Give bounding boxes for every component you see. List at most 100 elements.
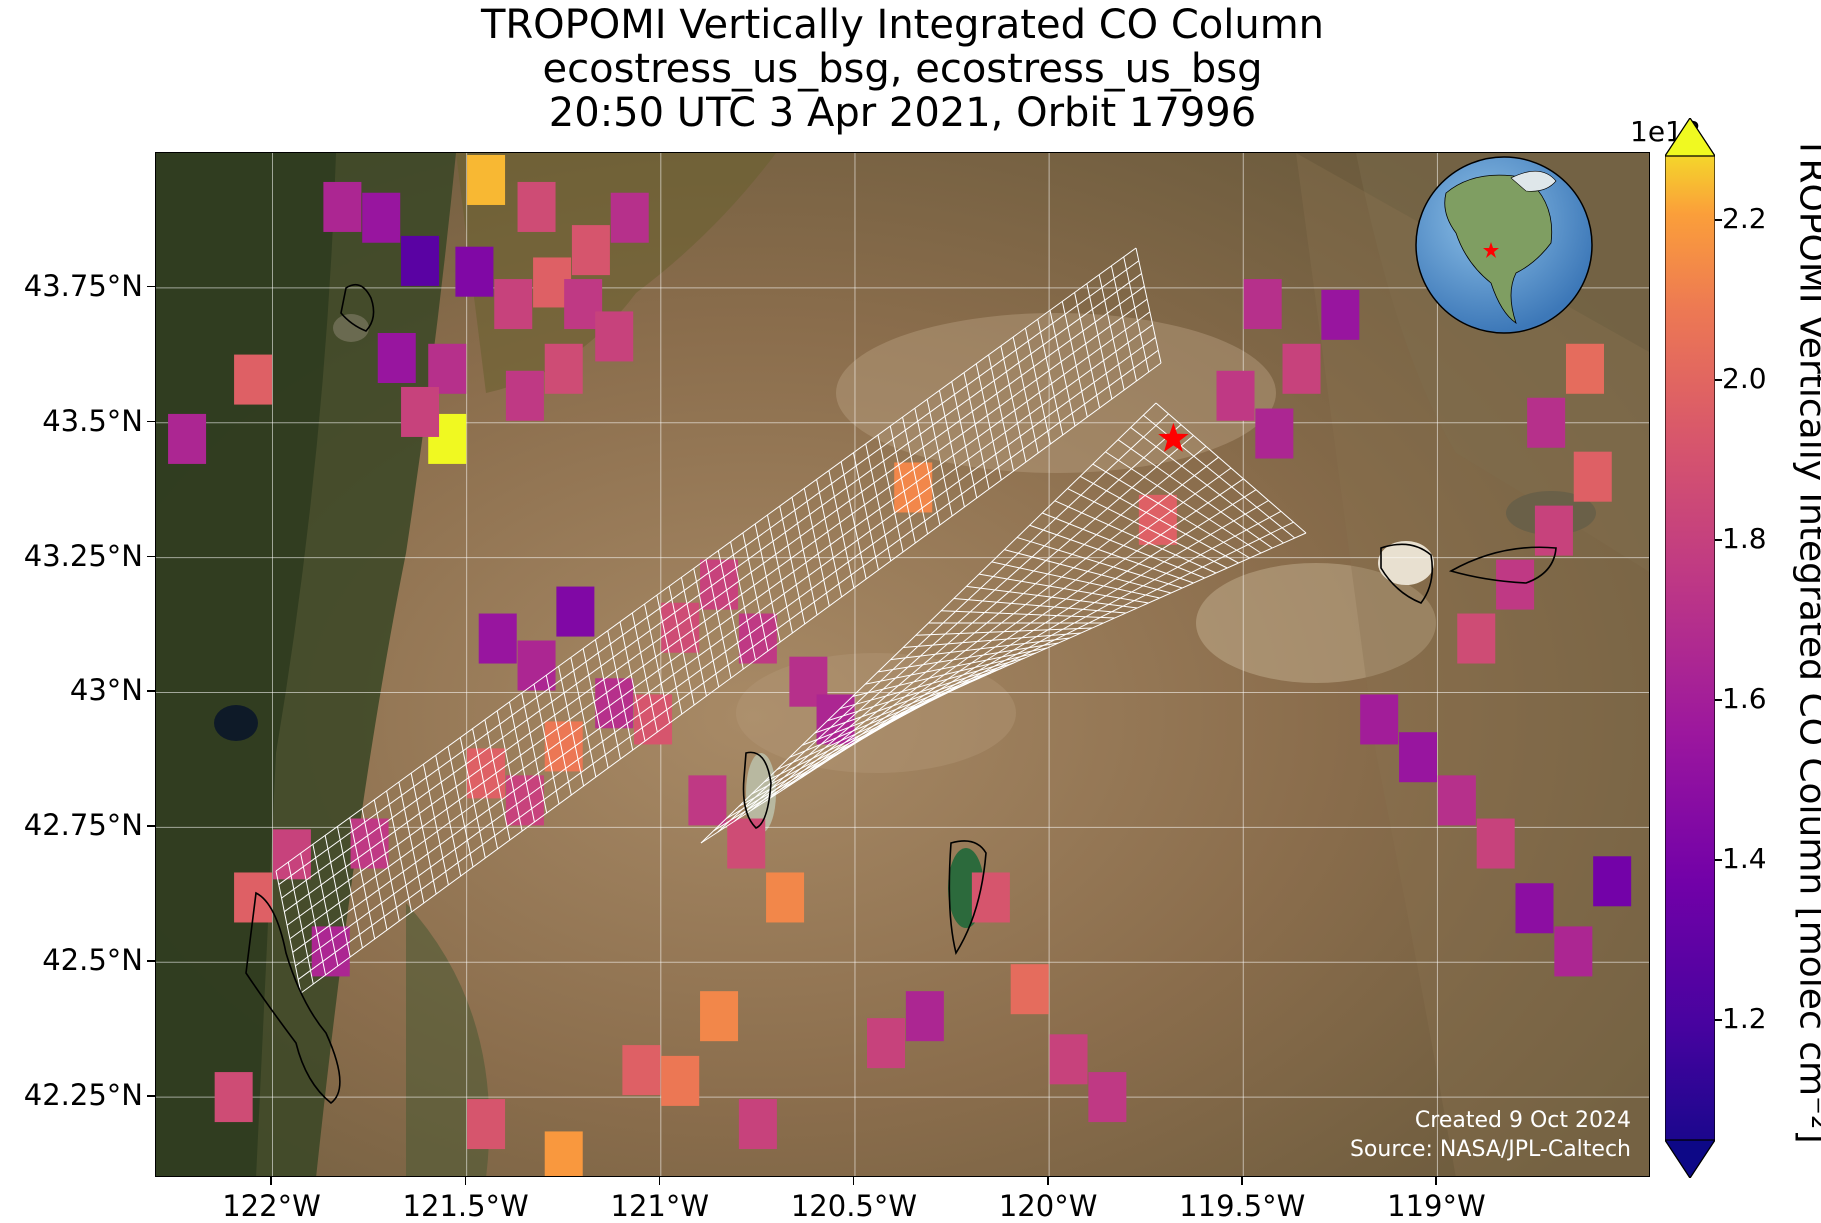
colorbar-tick-mark: [1715, 1019, 1722, 1021]
co-pixel: [362, 193, 400, 243]
co-pixel: [595, 678, 633, 728]
co-pixel: [739, 1099, 777, 1149]
colorbar-tick-label: 1.6: [1722, 682, 1767, 715]
map-panel[interactable]: Created 9 Oct 2024 Source: NASA/JPL-Calt…: [155, 152, 1650, 1177]
y-tick-label: 42.25°N: [24, 1078, 143, 1112]
credit-created: Created 9 Oct 2024: [1350, 1106, 1631, 1135]
colorbar-tick-label: 1.2: [1722, 1002, 1767, 1035]
co-pixel: [700, 560, 738, 610]
co-pixel: [1477, 819, 1515, 869]
colorbar-label: TROPOMI Vertically Integrated CO Column …: [1792, 136, 1821, 1143]
credit-source: Source: NASA/JPL-Caltech: [1350, 1135, 1631, 1164]
x-tick-label: 121°W: [611, 1189, 710, 1223]
colorbar-tick-label: 2.2: [1722, 202, 1767, 235]
co-pixel: [1088, 1072, 1126, 1122]
co-pixel: [867, 1018, 905, 1068]
co-pixel: [1011, 964, 1049, 1014]
x-tick-label: 119.5°W: [1179, 1189, 1305, 1223]
y-tick-mark: [147, 286, 155, 288]
co-pixel: [1399, 732, 1437, 782]
colorbar-tick-mark: [1715, 539, 1722, 541]
colorbar-tick-mark: [1715, 699, 1722, 701]
co-pixel: [906, 991, 944, 1041]
co-pixel: [378, 333, 416, 383]
map-title-line2: ecostress_us_bsg, ecostress_us_bsg: [155, 46, 1650, 92]
y-tick-label: 43.75°N: [24, 269, 143, 303]
co-pixel: [401, 236, 439, 286]
colorbar-tick-mark: [1715, 219, 1722, 221]
colorbar-tick-mark: [1715, 379, 1722, 381]
x-tick-label: 120°W: [999, 1189, 1098, 1223]
y-tick-mark: [147, 960, 155, 962]
co-pixel: [518, 182, 556, 232]
co-pixel: [494, 279, 532, 329]
co-pixel: [1438, 775, 1476, 825]
co-pixel: [1457, 614, 1495, 664]
co-pixel: [700, 991, 738, 1041]
x-tick-mark: [1435, 1177, 1437, 1185]
x-tick-label: 119°W: [1387, 1189, 1486, 1223]
map-title-line3: 20:50 UTC 3 Apr 2021, Orbit 17996: [155, 90, 1650, 136]
co-pixel: [1321, 290, 1359, 340]
y-tick-label: 43°N: [70, 673, 143, 707]
co-pixel: [428, 344, 466, 394]
co-pixel: [1217, 371, 1255, 421]
co-pixel: [1516, 883, 1554, 933]
co-pixel: [766, 872, 804, 922]
colorbar-tick-mark: [1715, 859, 1722, 861]
co-pixel: [556, 587, 594, 637]
x-tick-mark: [853, 1177, 855, 1185]
co-pixel: [1574, 452, 1612, 502]
co-pixel: [739, 614, 777, 664]
x-tick-label: 120.5°W: [791, 1189, 917, 1223]
co-pixel: [479, 614, 517, 664]
x-tick-mark: [1047, 1177, 1049, 1185]
map-title-line1: TROPOMI Vertically Integrated CO Column: [155, 2, 1650, 48]
map-canvas[interactable]: [156, 153, 1650, 1177]
colorbar: [1665, 118, 1715, 1178]
co-pixel: [1593, 856, 1631, 906]
co-pixel: [215, 1072, 253, 1122]
co-pixel: [455, 247, 493, 297]
co-pixel: [1050, 1034, 1088, 1084]
co-pixel: [1283, 344, 1321, 394]
co-pixel: [234, 355, 272, 405]
co-pixel: [1566, 344, 1604, 394]
co-pixel: [1527, 398, 1565, 448]
co-pixel: [467, 155, 505, 205]
colorbar-tick-label: 1.8: [1722, 522, 1767, 555]
colorbar-tick-label: 2.0: [1722, 362, 1767, 395]
co-pixel: [1554, 926, 1592, 976]
co-pixel: [1496, 560, 1534, 610]
colorbar-tick-label: 1.4: [1722, 842, 1767, 875]
co-pixel: [661, 1056, 699, 1106]
y-tick-mark: [147, 556, 155, 558]
co-pixel: [168, 414, 206, 464]
co-pixel: [506, 371, 544, 421]
co-pixel: [611, 193, 649, 243]
x-tick-mark: [270, 1177, 272, 1185]
y-tick-label: 43.5°N: [42, 404, 143, 438]
y-tick-mark: [147, 421, 155, 423]
x-tick-mark: [1241, 1177, 1243, 1185]
co-pixel: [688, 775, 726, 825]
co-pixel: [972, 872, 1010, 922]
x-tick-label: 121.5°W: [403, 1189, 529, 1223]
co-pixel: [273, 829, 311, 879]
colorbar-bar: [1665, 118, 1715, 1178]
colorbar-extend-top: [1665, 118, 1715, 156]
co-pixel: [1360, 694, 1398, 744]
y-tick-label: 43.25°N: [24, 539, 143, 573]
co-pixel: [622, 1045, 660, 1095]
co-pixel: [1244, 279, 1282, 329]
colorbar-extend-bottom: [1665, 1140, 1715, 1178]
co-pixel: [545, 344, 583, 394]
x-tick-mark: [659, 1177, 661, 1185]
co-pixel: [572, 225, 610, 275]
co-pixel: [595, 311, 633, 361]
x-tick-mark: [465, 1177, 467, 1185]
co-pixel: [1255, 409, 1293, 459]
credit-text: Created 9 Oct 2024 Source: NASA/JPL-Calt…: [1350, 1106, 1631, 1164]
globe-inset: [1416, 157, 1592, 333]
y-tick-mark: [147, 825, 155, 827]
